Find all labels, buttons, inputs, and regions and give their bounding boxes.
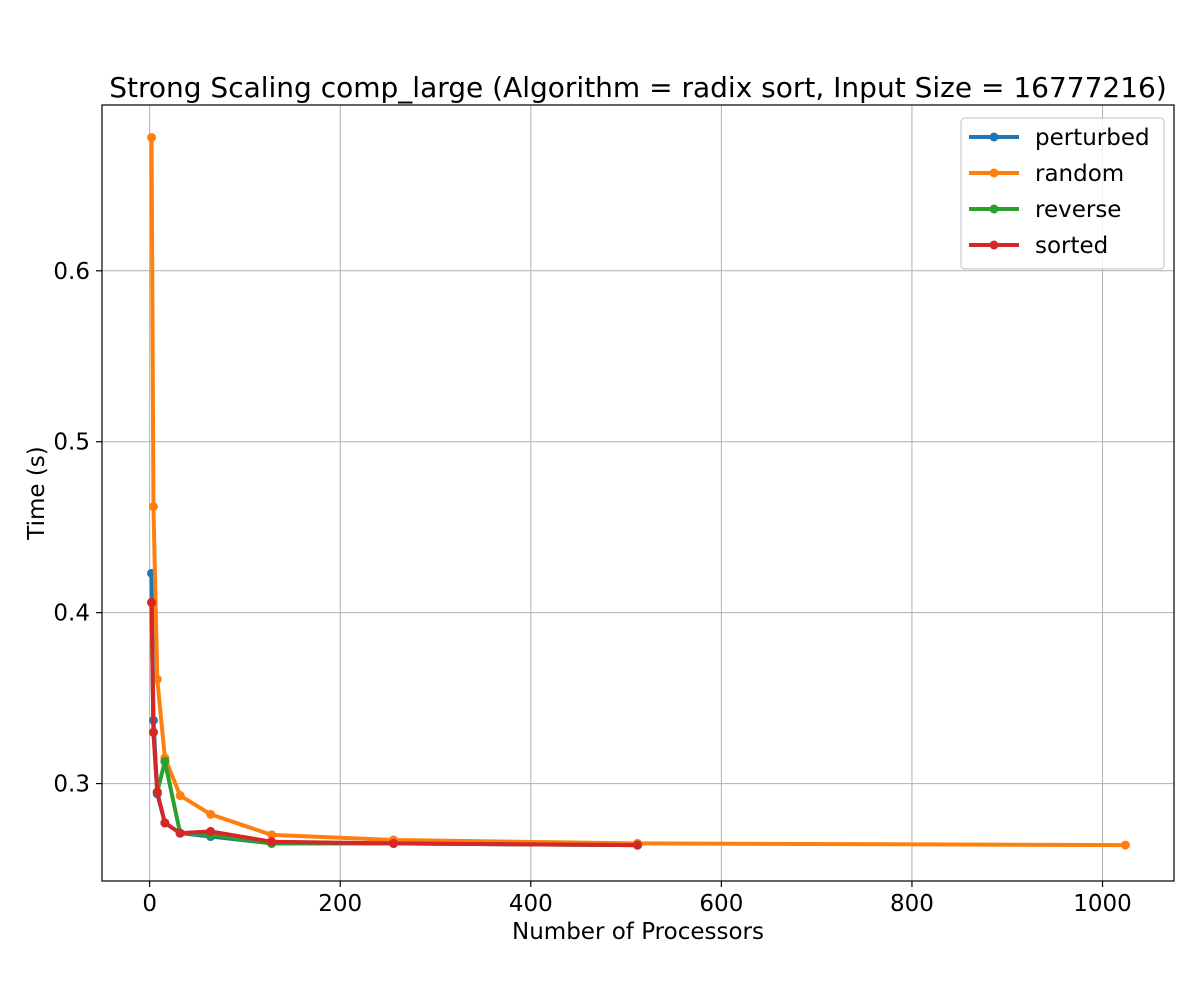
x-tick-label: 200 xyxy=(318,891,362,917)
legend-box xyxy=(960,117,1165,270)
legend-marker-perturbed xyxy=(989,132,999,142)
data-point-sorted xyxy=(147,597,157,607)
legend-label-sorted: sorted xyxy=(1035,233,1108,259)
legend-label-reverse: reverse xyxy=(1035,197,1121,223)
data-point-random xyxy=(147,132,157,142)
chart-title: Strong Scaling comp_large (Algorithm = r… xyxy=(109,71,1167,104)
series-layer xyxy=(147,132,1130,850)
data-point-sorted xyxy=(206,826,216,836)
legend-marker-random xyxy=(989,168,999,178)
axis-ticks: 0 200 400 600 800 1000 0.3 0.4 0.5 0.6 xyxy=(53,259,1131,917)
series-perturbed xyxy=(147,568,643,850)
y-tick-label: 0.3 xyxy=(53,772,90,798)
series-reverse xyxy=(147,597,643,850)
plot-area-frame xyxy=(101,104,1175,882)
data-point-sorted xyxy=(160,818,170,828)
x-tick-label: 0 xyxy=(142,891,157,917)
series-line-sorted xyxy=(149,600,640,848)
data-point-sorted xyxy=(148,727,158,737)
data-point-random xyxy=(206,809,216,819)
series-line-reverse xyxy=(149,600,640,848)
y-tick-label: 0.6 xyxy=(53,259,90,285)
x-tick-label: 400 xyxy=(509,891,553,917)
legend-marker-reverse xyxy=(989,204,999,214)
data-point-random xyxy=(148,502,158,512)
legend-label-random: random xyxy=(1035,161,1124,187)
series-line-perturbed xyxy=(149,571,640,848)
legend-item-random: random xyxy=(969,161,1124,187)
y-tick-label: 0.4 xyxy=(53,601,90,627)
legend: perturbed random reverse sorted xyxy=(960,117,1165,270)
data-point-sorted xyxy=(633,840,643,850)
legend-item-reverse: reverse xyxy=(969,197,1121,223)
series-sorted xyxy=(147,597,643,850)
data-point-random xyxy=(267,830,277,840)
series-line-random xyxy=(149,135,1128,848)
data-point-reverse xyxy=(160,756,170,766)
data-point-sorted xyxy=(175,828,185,838)
x-axis-label: Number of Processors xyxy=(512,919,764,945)
legend-item-perturbed: perturbed xyxy=(969,125,1150,151)
legend-item-sorted: sorted xyxy=(969,233,1108,259)
y-axis-label: Time (s) xyxy=(24,446,50,541)
legend-marker-sorted xyxy=(989,240,999,250)
data-point-random xyxy=(152,674,162,684)
data-point-sorted xyxy=(389,838,399,848)
x-tick-label: 600 xyxy=(699,891,743,917)
legend-label-perturbed: perturbed xyxy=(1035,125,1150,151)
data-point-random xyxy=(1120,840,1130,850)
data-point-sorted xyxy=(152,787,162,797)
x-tick-label: 800 xyxy=(890,891,934,917)
x-tick-label: 1000 xyxy=(1073,891,1132,917)
data-point-random xyxy=(175,791,185,801)
data-point-sorted xyxy=(267,837,277,847)
y-tick-label: 0.5 xyxy=(53,430,90,456)
